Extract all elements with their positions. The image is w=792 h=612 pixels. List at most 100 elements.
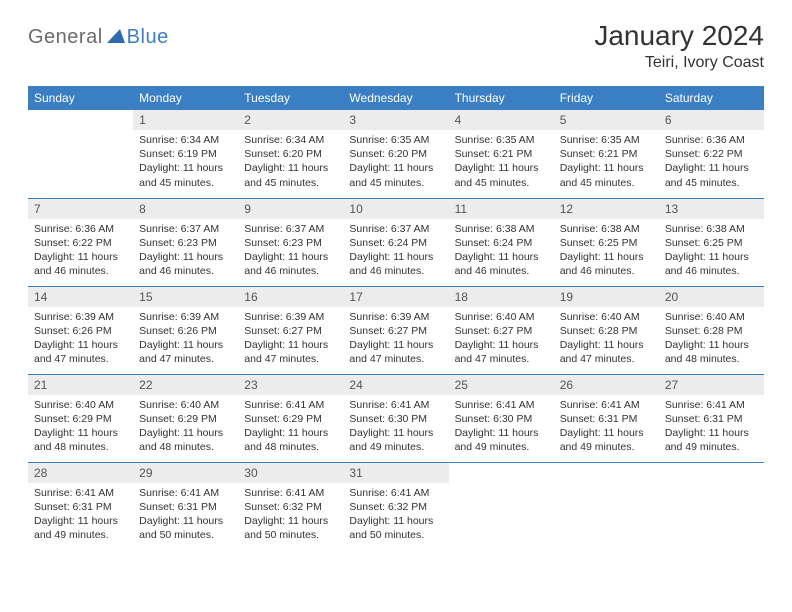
day-day1: Daylight: 11 hours	[349, 338, 442, 352]
day-sunrise: Sunrise: 6:38 AM	[560, 222, 653, 236]
day-sunset: Sunset: 6:27 PM	[244, 324, 337, 338]
day-day2: and 50 minutes.	[139, 528, 232, 542]
day-header: Sunday	[28, 86, 133, 110]
day-day2: and 50 minutes.	[244, 528, 337, 542]
day-number: 12	[554, 199, 659, 219]
day-sunset: Sunset: 6:23 PM	[244, 236, 337, 250]
day-day1: Daylight: 11 hours	[139, 338, 232, 352]
calendar-cell: 6 Sunrise: 6:36 AMSunset: 6:22 PMDaylight…	[659, 110, 764, 198]
day-sunset: Sunset: 6:19 PM	[139, 147, 232, 161]
day-sunset: Sunset: 6:26 PM	[34, 324, 127, 338]
day-number: 22	[133, 375, 238, 395]
day-day2: and 49 minutes.	[455, 440, 548, 454]
day-day2: and 47 minutes.	[34, 352, 127, 366]
day-sunset: Sunset: 6:31 PM	[560, 412, 653, 426]
day-day1: Daylight: 11 hours	[34, 514, 127, 528]
calendar-cell: 28Sunrise: 6:41 AMSunset: 6:31 PMDayligh…	[28, 462, 133, 548]
day-sunset: Sunset: 6:21 PM	[455, 147, 548, 161]
day-day1: Daylight: 11 hours	[665, 161, 758, 175]
day-day1: Daylight: 11 hours	[349, 514, 442, 528]
day-body: Sunrise: 6:35 AMSunset: 6:20 PMDaylight:…	[343, 130, 448, 196]
day-sunset: Sunset: 6:25 PM	[560, 236, 653, 250]
day-sunrise: Sunrise: 6:40 AM	[455, 310, 548, 324]
day-sunrise: Sunrise: 6:39 AM	[244, 310, 337, 324]
calendar-week-row: 14Sunrise: 6:39 AMSunset: 6:26 PMDayligh…	[28, 286, 764, 374]
day-number: 30	[238, 463, 343, 483]
day-sunrise: Sunrise: 6:39 AM	[349, 310, 442, 324]
day-header: Saturday	[659, 86, 764, 110]
day-header: Wednesday	[343, 86, 448, 110]
title-block: January 2024 Teiri, Ivory Coast	[594, 20, 764, 72]
day-day1: Daylight: 11 hours	[665, 426, 758, 440]
day-body: Sunrise: 6:39 AMSunset: 6:27 PMDaylight:…	[343, 307, 448, 373]
day-header: Monday	[133, 86, 238, 110]
day-body: Sunrise: 6:35 AMSunset: 6:21 PMDaylight:…	[554, 130, 659, 196]
day-sunset: Sunset: 6:20 PM	[349, 147, 442, 161]
day-body: Sunrise: 6:41 AMSunset: 6:29 PMDaylight:…	[238, 395, 343, 461]
calendar-cell: 4Sunrise: 6:35 AMSunset: 6:21 PMDaylight…	[449, 110, 554, 198]
day-day1: Daylight: 11 hours	[34, 338, 127, 352]
calendar-cell: 23Sunrise: 6:41 AMSunset: 6:29 PMDayligh…	[238, 374, 343, 462]
day-day2: and 46 minutes.	[34, 264, 127, 278]
day-body: Sunrise: 6:41 AMSunset: 6:31 PMDaylight:…	[554, 395, 659, 461]
day-sunset: Sunset: 6:22 PM	[665, 147, 758, 161]
day-sunrise: Sunrise: 6:41 AM	[455, 398, 548, 412]
day-day1: Daylight: 11 hours	[455, 161, 548, 175]
day-number: 7	[28, 199, 133, 219]
day-day1: Daylight: 11 hours	[139, 161, 232, 175]
day-day2: and 49 minutes.	[34, 528, 127, 542]
day-number: 11	[449, 199, 554, 219]
calendar-cell: 3Sunrise: 6:35 AMSunset: 6:20 PMDaylight…	[343, 110, 448, 198]
calendar-week-row: 28Sunrise: 6:41 AMSunset: 6:31 PMDayligh…	[28, 462, 764, 548]
calendar-cell: 12Sunrise: 6:38 AMSunset: 6:25 PMDayligh…	[554, 198, 659, 286]
day-header: Friday	[554, 86, 659, 110]
calendar-cell: 14Sunrise: 6:39 AMSunset: 6:26 PMDayligh…	[28, 286, 133, 374]
day-day2: and 45 minutes.	[560, 176, 653, 190]
calendar-cell: 16Sunrise: 6:39 AMSunset: 6:27 PMDayligh…	[238, 286, 343, 374]
calendar-cell: 13Sunrise: 6:38 AMSunset: 6:25 PMDayligh…	[659, 198, 764, 286]
day-number: 19	[554, 287, 659, 307]
day-day1: Daylight: 11 hours	[244, 426, 337, 440]
day-number: 25	[449, 375, 554, 395]
calendar-cell	[659, 462, 764, 548]
day-sunset: Sunset: 6:23 PM	[139, 236, 232, 250]
day-number: 6	[659, 110, 764, 130]
day-body: Sunrise: 6:34 AMSunset: 6:19 PMDaylight:…	[133, 130, 238, 196]
day-sunrise: Sunrise: 6:38 AM	[455, 222, 548, 236]
day-sunset: Sunset: 6:30 PM	[349, 412, 442, 426]
day-body: Sunrise: 6:34 AMSunset: 6:20 PMDaylight:…	[238, 130, 343, 196]
day-body: Sunrise: 6:38 AMSunset: 6:24 PMDaylight:…	[449, 219, 554, 285]
day-sunrise: Sunrise: 6:34 AM	[139, 133, 232, 147]
day-day1: Daylight: 11 hours	[560, 161, 653, 175]
day-sunrise: Sunrise: 6:37 AM	[139, 222, 232, 236]
day-number: 8	[133, 199, 238, 219]
day-number: 3	[343, 110, 448, 130]
day-day1: Daylight: 11 hours	[244, 514, 337, 528]
day-sunrise: Sunrise: 6:35 AM	[560, 133, 653, 147]
day-sunrise: Sunrise: 6:36 AM	[665, 133, 758, 147]
calendar-cell: 11Sunrise: 6:38 AMSunset: 6:24 PMDayligh…	[449, 198, 554, 286]
day-day2: and 48 minutes.	[139, 440, 232, 454]
day-body: Sunrise: 6:40 AMSunset: 6:29 PMDaylight:…	[28, 395, 133, 461]
day-day2: and 50 minutes.	[349, 528, 442, 542]
day-sunrise: Sunrise: 6:39 AM	[139, 310, 232, 324]
day-sunrise: Sunrise: 6:37 AM	[244, 222, 337, 236]
calendar-cell: 17Sunrise: 6:39 AMSunset: 6:27 PMDayligh…	[343, 286, 448, 374]
day-sunset: Sunset: 6:28 PM	[560, 324, 653, 338]
day-day1: Daylight: 11 hours	[34, 250, 127, 264]
day-number: 20	[659, 287, 764, 307]
calendar-cell: 18Sunrise: 6:40 AMSunset: 6:27 PMDayligh…	[449, 286, 554, 374]
calendar-cell: 20Sunrise: 6:40 AMSunset: 6:28 PMDayligh…	[659, 286, 764, 374]
day-sunrise: Sunrise: 6:36 AM	[34, 222, 127, 236]
day-body: Sunrise: 6:41 AMSunset: 6:30 PMDaylight:…	[449, 395, 554, 461]
day-day2: and 45 minutes.	[455, 176, 548, 190]
day-day2: and 46 minutes.	[560, 264, 653, 278]
day-number: 15	[133, 287, 238, 307]
logo-triangle-icon	[107, 29, 125, 48]
day-day1: Daylight: 11 hours	[34, 426, 127, 440]
day-body: Sunrise: 6:41 AMSunset: 6:31 PMDaylight:…	[659, 395, 764, 461]
day-sunrise: Sunrise: 6:40 AM	[139, 398, 232, 412]
day-sunset: Sunset: 6:22 PM	[34, 236, 127, 250]
day-sunrise: Sunrise: 6:40 AM	[665, 310, 758, 324]
logo-text-general: General	[28, 26, 103, 49]
